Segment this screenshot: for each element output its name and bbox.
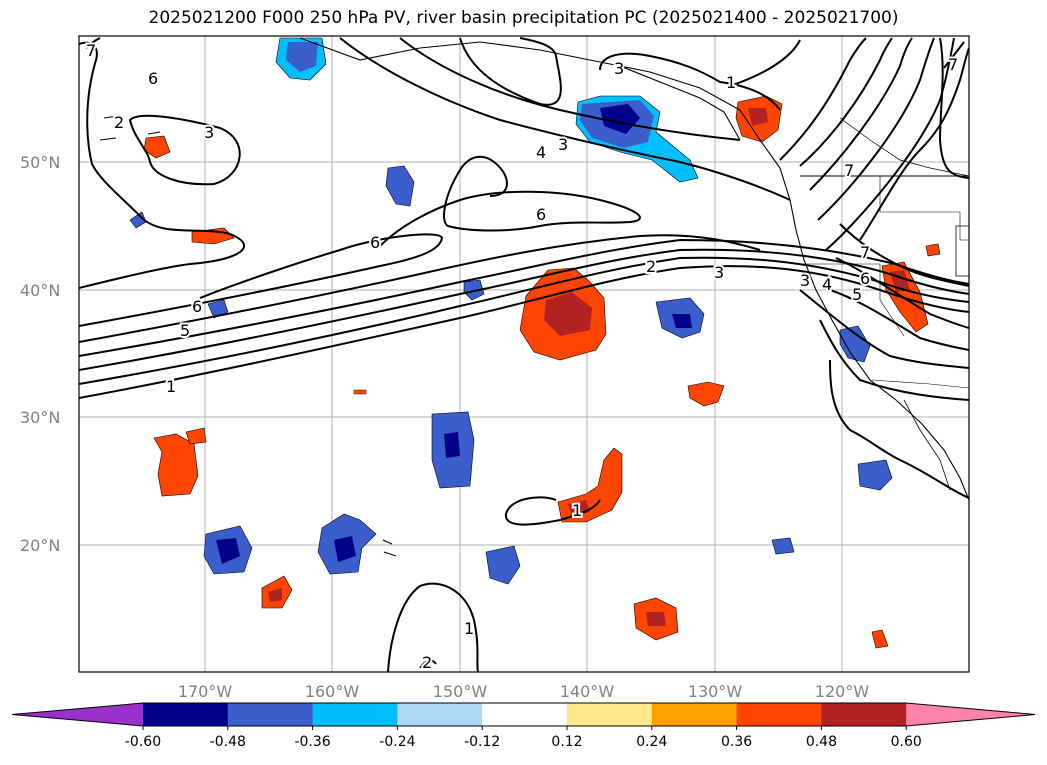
contour-label: 1 [464, 619, 474, 638]
colorbar-tick-label: -0.12 [464, 734, 500, 750]
colorbar: -0.60 -0.48 -0.36 -0.24 -0.12 0.12 0.24 0.36 0.4… [11, 702, 1036, 750]
colorbar-tick-label: -0.36 [294, 734, 330, 750]
colorbar-tick-label: 0.12 [551, 734, 582, 750]
precip-negative-region [857, 459, 893, 491]
lon-label: 120°W [815, 682, 870, 701]
colorbar-segment [312, 703, 398, 726]
contour-label: 6 [148, 69, 158, 88]
colorbar-segment [567, 703, 653, 726]
contour-label: 6 [192, 297, 202, 316]
contour-label: 2 [114, 113, 124, 132]
contour-label: 3 [204, 123, 214, 142]
colorbar-segment [651, 703, 738, 726]
colorbar-tick-label: 0.36 [721, 734, 752, 750]
contour-label: 6 [860, 269, 870, 288]
map-title: 2025021200 F000 250 hPa PV, river basin … [148, 8, 899, 28]
contour-label: 2 [646, 257, 656, 276]
lon-label: 170°W [178, 682, 233, 701]
contour-label: 6 [370, 233, 380, 252]
colorbar-tick-label: 0.24 [636, 734, 667, 750]
contour-label: 4 [822, 275, 832, 294]
contour-label: 6 [536, 205, 546, 224]
lon-label: 130°W [688, 682, 743, 701]
contour-label: 5 [852, 285, 862, 304]
colorbar-extend-max [906, 703, 1035, 726]
precip-negative-region [839, 325, 871, 363]
precip-positive-region [925, 243, 941, 257]
precip-negative-region [385, 165, 415, 207]
colorbar-segment [736, 703, 822, 726]
lon-label: 160°W [305, 682, 360, 701]
contour-label: 7 [86, 41, 96, 60]
contour-label: 5 [180, 321, 190, 340]
colorbar-segment [821, 703, 907, 726]
colorbar-segment [143, 703, 229, 726]
colorbar-tick-label: -0.60 [125, 734, 161, 750]
contour-label: 4 [536, 143, 546, 162]
precip-anomaly-fills [129, 37, 941, 649]
precip-negative-region [463, 279, 485, 301]
precip-positive-region [153, 433, 199, 497]
colorbar-segment [227, 703, 314, 726]
precip-negative-region [485, 545, 521, 585]
lat-label: 50°N [20, 153, 60, 172]
lon-label: 140°W [560, 682, 615, 701]
precip-positive-region [871, 629, 889, 649]
map-frame [78, 35, 970, 673]
colorbar-segment [482, 703, 568, 726]
contour-label: 3 [614, 59, 624, 78]
latitude-labels: 50°N 40°N 30°N 20°N [20, 153, 60, 555]
pv-contours [79, 37, 969, 672]
contour-label: 3 [558, 135, 568, 154]
longitude-labels: 170°W 160°W 150°W 140°W 130°W 120°W [178, 682, 870, 701]
lat-label: 30°N [20, 408, 60, 427]
lat-label: 40°N [20, 281, 60, 300]
colorbar-segment [397, 703, 483, 726]
contour-label: 7 [948, 55, 958, 74]
pv-contour-labels: 6 3 6 6 6 5 1 7 7 2 3 4 3 1 3 2 3 4 5 6 … [84, 39, 960, 672]
colorbar-extend-min [12, 703, 143, 726]
contour-label: 1 [572, 501, 582, 520]
lon-label: 150°W [433, 682, 488, 701]
contour-label: 1 [726, 73, 736, 92]
contour-label: 3 [800, 271, 810, 290]
contour-label: 7 [844, 161, 854, 180]
contour-label: 1 [166, 377, 176, 396]
precip-positive-region [687, 381, 725, 407]
colorbar-tick-label: -0.48 [210, 734, 246, 750]
gridlines [79, 36, 969, 672]
colorbar-tick-label: 0.60 [891, 734, 922, 750]
colorbar-tick-label: -0.24 [379, 734, 415, 750]
precip-negative-region [771, 537, 795, 555]
contour-label: 3 [714, 263, 724, 282]
lat-label: 20°N [20, 536, 60, 555]
contour-label: 2 [422, 653, 432, 672]
colorbar-tick-label: 0.48 [806, 734, 837, 750]
contour-label: 7 [860, 243, 870, 262]
precip-negative-region [207, 299, 229, 319]
